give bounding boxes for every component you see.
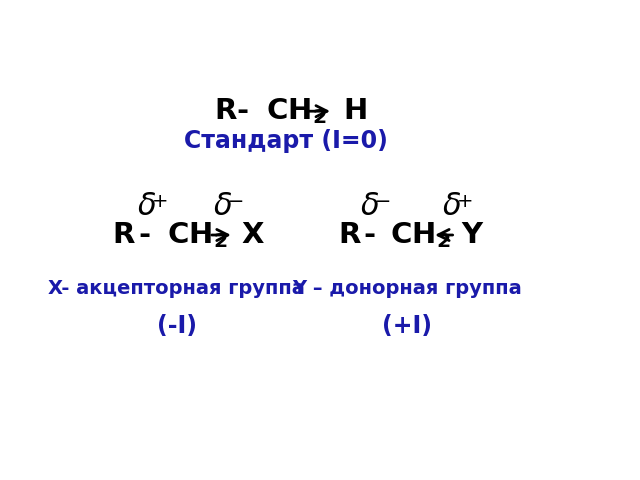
Text: $\delta$: $\delta$ (137, 192, 156, 221)
Text: Y – донорная группа: Y – донорная группа (292, 279, 522, 298)
Text: (+I): (+I) (382, 313, 433, 337)
Text: H: H (343, 97, 367, 125)
Text: $\delta$: $\delta$ (213, 192, 232, 221)
Text: (-I): (-I) (157, 313, 196, 337)
Text: R: R (214, 97, 236, 125)
Text: $\mathbf{CH_2}$: $\mathbf{CH_2}$ (266, 96, 326, 126)
Text: −: − (375, 192, 392, 211)
Text: Y: Y (461, 221, 482, 249)
Text: $\mathbf{CH_2}$: $\mathbf{CH_2}$ (390, 220, 451, 250)
Text: +: + (457, 192, 474, 211)
Text: −: − (228, 192, 244, 211)
Text: $\delta$: $\delta$ (442, 192, 461, 221)
Text: -: - (236, 97, 248, 125)
Text: Стандарт (I=0): Стандарт (I=0) (184, 129, 388, 153)
Text: R: R (338, 221, 360, 249)
Text: R: R (112, 221, 134, 249)
Text: $\mathbf{CH_2}$: $\mathbf{CH_2}$ (167, 220, 227, 250)
Text: +: + (152, 192, 168, 211)
Text: -: - (138, 221, 150, 249)
Text: X- акцепторная группа: X- акцепторная группа (48, 279, 305, 298)
Text: $\delta$: $\delta$ (360, 192, 380, 221)
Text: -: - (364, 221, 376, 249)
Text: X: X (241, 221, 264, 249)
